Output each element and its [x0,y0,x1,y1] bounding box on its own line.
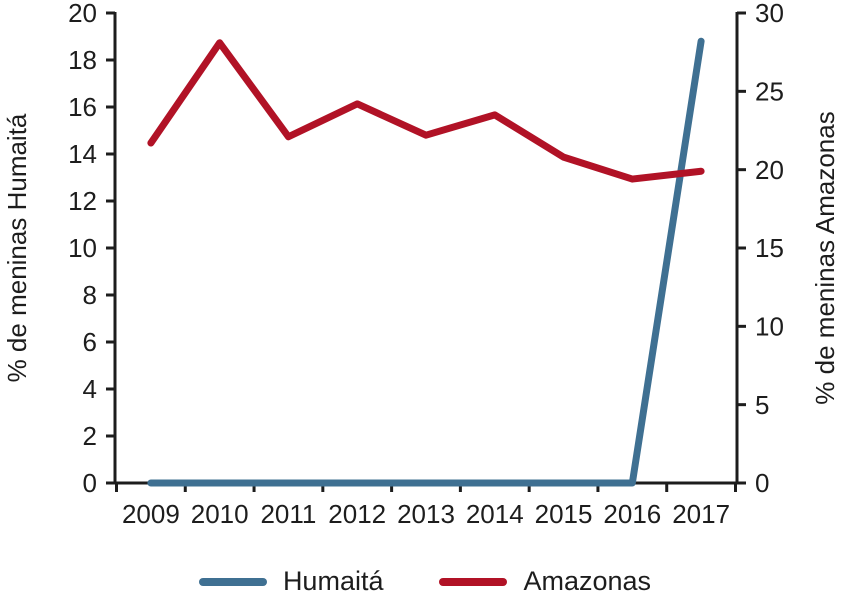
left-axis-tick-label: 10 [68,233,97,263]
x-axis-tick-label: 2015 [535,499,593,529]
left-axis-tick-label: 6 [83,327,97,357]
left-axis-tick-label: 12 [68,186,97,216]
legend-item-amazonas: Amazonas [439,566,651,597]
left-axis-tick-label: 2 [83,421,97,451]
right-axis-tick-label: 0 [755,468,769,498]
legend-swatch-amazonas [439,577,508,586]
legend-swatch-humaita [198,577,267,586]
left-axis-tick-label: 4 [83,374,97,404]
x-axis-tick-label: 2016 [603,499,661,529]
right-axis-title: % de meninas Amazonas [810,111,840,404]
x-axis-tick-label: 2012 [328,499,386,529]
x-axis-tick-label: 2014 [466,499,524,529]
line-chart: 0 2 4 6 8 10 12 14 16 18 20 0 5 10 15 20 25 30 2009 2010 201… [2,0,840,529]
x-axis-tick-label: 2013 [397,499,455,529]
right-axis-tick-label: 5 [755,390,769,420]
right-axis-tick-label: 30 [755,0,784,28]
x-axis-tick-label: 2010 [191,499,249,529]
x-axis-tick-label: 2017 [672,499,730,529]
series-line-humaita [147,37,705,487]
left-axis-tick-label: 14 [68,139,97,169]
left-axis-tick-label: 0 [83,468,97,498]
chart-legend: Humaitá Amazonas [0,566,850,597]
left-axis-title: % de meninas Humaitá [2,113,32,382]
legend-label-amazonas: Amazonas [523,566,652,596]
right-axis-tick-label: 10 [755,311,784,341]
left-axis-tick-label: 16 [68,92,97,122]
left-axis-tick-label: 8 [83,280,97,310]
right-axis-tick-label: 15 [755,233,784,263]
series-line-amazonas [147,39,705,183]
legend-item-humaita: Humaitá [198,566,384,597]
x-axis-tick-label: 2011 [260,499,316,529]
x-axis-tick-label: 2009 [122,499,180,529]
left-axis-tick-label: 20 [68,0,97,28]
right-axis-tick-label: 20 [755,155,784,185]
left-axis-tick-label: 18 [68,45,97,75]
legend-label-humaita: Humaitá [282,566,384,596]
right-axis-tick-label: 25 [755,76,784,106]
